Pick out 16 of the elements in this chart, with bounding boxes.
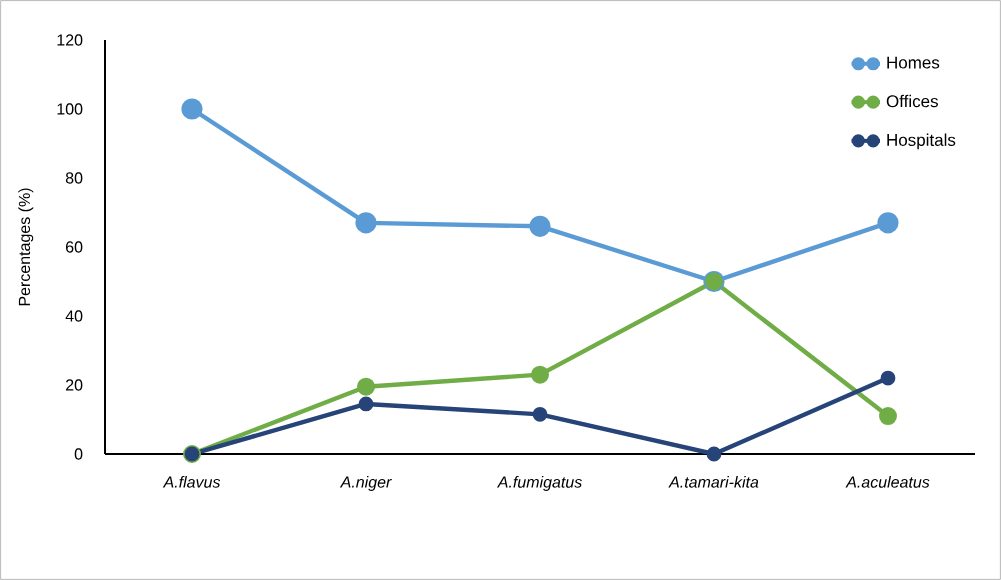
y-tick-label: 40	[65, 310, 83, 322]
y-axis-title: Percentages (%)	[18, 188, 34, 306]
legend-label: Hospitals	[887, 133, 956, 150]
x-tick-label: A.aculeatus	[845, 475, 930, 488]
x-tick-label: A.niger	[339, 475, 392, 491]
x-tick-label: A.fumigatus	[496, 475, 582, 491]
y-tick-label: 0	[74, 448, 83, 460]
y-tick-label: 120	[57, 34, 83, 46]
y-tick-label: 100	[57, 103, 83, 115]
y-tick-label: 60	[66, 241, 83, 253]
x-tick-label: A.tamari-kita	[668, 475, 759, 488]
y-tick-label: 20	[66, 379, 83, 391]
y-tick-label: 80	[65, 172, 83, 184]
legend-label: Homes	[887, 56, 940, 69]
x-tick-label: A.flavus	[162, 475, 221, 488]
legend-label: Offices	[886, 94, 938, 108]
